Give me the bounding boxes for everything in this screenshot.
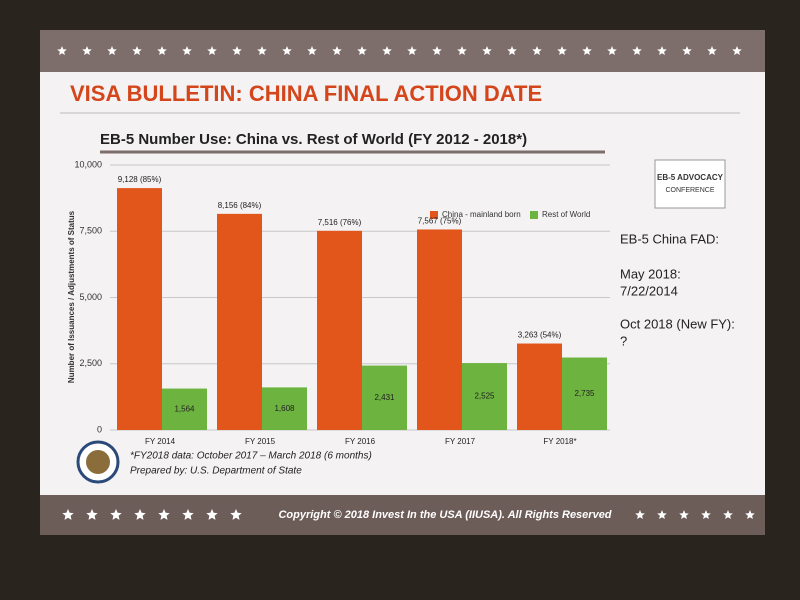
star: [57, 46, 67, 55]
value-label: 7,567 (75%): [418, 217, 462, 226]
side-note: Oct 2018 (New FY):: [620, 316, 735, 331]
y-tick-label: 0: [97, 424, 102, 434]
star: [134, 509, 146, 520]
y-axis-label: Number of Issuances / Adjustments of Sta…: [67, 210, 76, 383]
legend-label: Rest of World: [542, 210, 590, 219]
star: [232, 46, 242, 55]
star: [657, 510, 667, 519]
value-label: 8,156 (84%): [218, 201, 262, 210]
logo-text: CONFERENCE: [665, 187, 714, 194]
chart-title: EB-5 Number Use: China vs. Rest of World…: [100, 131, 527, 148]
value-label: 1,608: [274, 404, 295, 413]
x-tick-label: FY 2015: [245, 437, 276, 446]
star: [707, 46, 717, 55]
value-label: 9,128 (85%): [118, 175, 162, 184]
star: [432, 46, 442, 55]
footnote: Prepared by: U.S. Department of State: [130, 466, 302, 477]
star: [682, 46, 692, 55]
x-tick-label: FY 2018*: [543, 437, 576, 446]
y-tick-label: 5,000: [79, 292, 102, 302]
star: [557, 46, 567, 55]
slide-title: VISA BULLETIN: CHINA FINAL ACTION DATE: [70, 81, 542, 106]
star: [82, 46, 92, 55]
bar: [362, 365, 407, 430]
bar: [462, 363, 507, 430]
star: [207, 46, 217, 55]
bar: [417, 229, 462, 430]
star: [132, 46, 142, 55]
bar: [262, 387, 307, 430]
star: [110, 509, 122, 520]
star: [607, 46, 617, 55]
star: [732, 46, 742, 55]
value-label: 2,735: [574, 389, 595, 398]
bar: [217, 213, 262, 430]
bar: [517, 343, 562, 430]
side-note: May 2018:: [620, 266, 681, 281]
value-label: 2,525: [474, 392, 495, 401]
star: [657, 46, 667, 55]
y-tick-label: 10,000: [74, 159, 102, 169]
star: [206, 509, 218, 520]
footnote: *FY2018 data: October 2017 – March 2018 …: [130, 451, 372, 462]
star: [679, 510, 689, 519]
side-note: ?: [620, 333, 627, 348]
star: [86, 509, 98, 520]
bar: [162, 388, 207, 430]
seal-center: [86, 450, 110, 474]
value-label: 2,431: [374, 393, 395, 402]
star: [62, 509, 74, 520]
star: [307, 46, 317, 55]
star: [282, 46, 292, 55]
star: [723, 510, 733, 519]
star: [382, 46, 392, 55]
value-label: 3,263 (54%): [518, 331, 562, 340]
star: [257, 46, 267, 55]
star: [230, 509, 242, 520]
x-tick-label: FY 2017: [445, 437, 476, 446]
star: [332, 46, 342, 55]
bar: [117, 188, 162, 430]
side-note: EB-5 China FAD:: [620, 231, 719, 246]
star: [635, 510, 645, 519]
y-tick-label: 2,500: [79, 358, 102, 368]
footer-text: Copyright © 2018 Invest In the USA (IIUS…: [278, 509, 611, 521]
star: [482, 46, 492, 55]
y-tick-label: 7,500: [79, 226, 102, 236]
star: [507, 46, 517, 55]
star: [158, 509, 170, 520]
star: [582, 46, 592, 55]
value-label: 1,564: [174, 404, 195, 413]
star: [182, 46, 192, 55]
logo-box: [654, 159, 726, 209]
legend-swatch: [530, 211, 538, 219]
star: [157, 46, 167, 55]
star: [632, 46, 642, 55]
star: [745, 510, 755, 519]
x-tick-label: FY 2016: [345, 437, 376, 446]
star: [407, 46, 417, 55]
star: [357, 46, 367, 55]
top-band: [40, 30, 765, 72]
star: [701, 510, 711, 519]
star: [532, 46, 542, 55]
star: [107, 46, 117, 55]
x-tick-label: FY 2014: [145, 437, 176, 446]
value-label: 7,516 (76%): [318, 218, 362, 227]
bar: [562, 357, 607, 430]
star: [457, 46, 467, 55]
logo-text: EB-5 ADVOCACY: [657, 173, 724, 182]
bar: [317, 230, 362, 430]
legend-label: China - mainland born: [442, 210, 521, 219]
side-note: 7/22/2014: [620, 283, 678, 298]
star: [182, 509, 194, 520]
legend-swatch: [430, 211, 438, 219]
